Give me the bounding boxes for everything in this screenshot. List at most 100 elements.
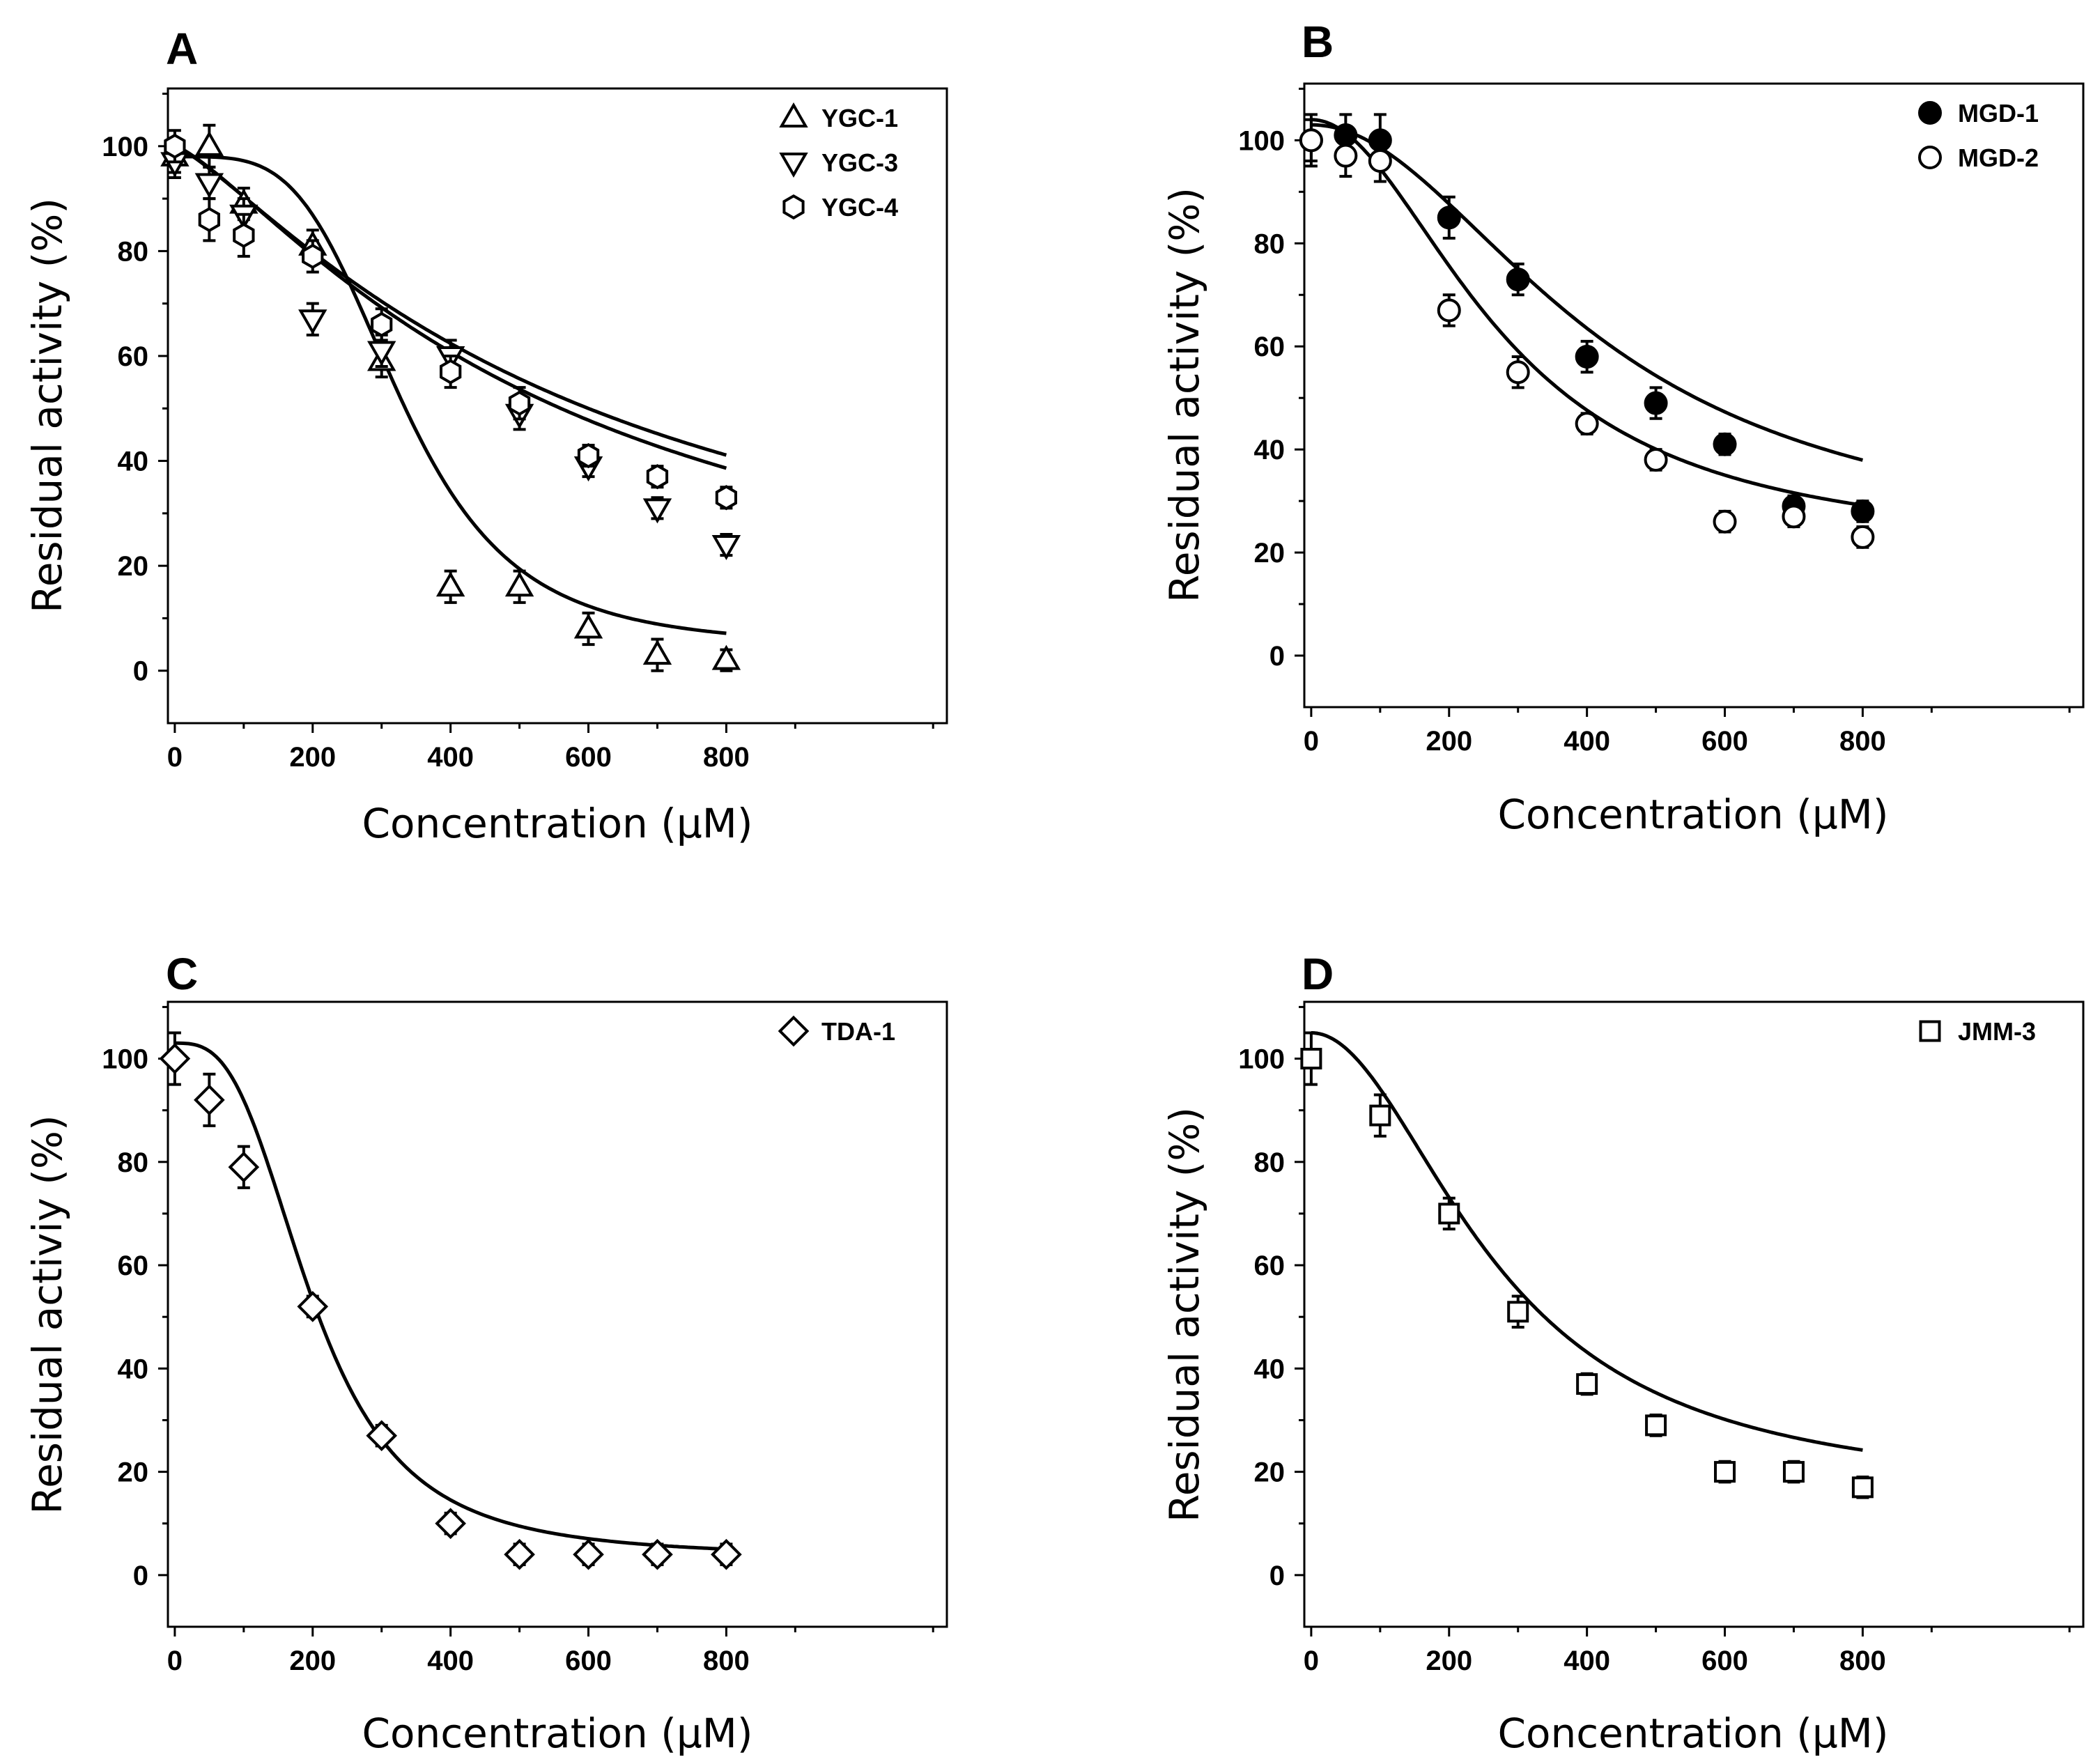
y-tick-label: 80	[118, 1147, 149, 1178]
x-tick-label: 0	[1304, 726, 1319, 757]
x-tick-label: 400	[1564, 1646, 1610, 1676]
legend-label-tda-1: TDA-1	[821, 1017, 895, 1046]
y-tick-label: 20	[118, 1457, 149, 1488]
data-point-tda-1	[435, 1508, 466, 1540]
y-tick-label: 100	[1238, 1044, 1285, 1075]
data-point-ygc-3	[194, 173, 224, 199]
data-point-ygc-1	[573, 613, 603, 639]
x-tick-label: 800	[1839, 1646, 1886, 1676]
legend-marker-mgd-2	[1918, 146, 1942, 169]
data-point-ygc-4	[715, 485, 737, 511]
x-tick-label: 400	[1564, 726, 1610, 757]
panel-c: C 0 200 400 600 800 0 20 40 60 80 100 TDA-1 Concen…	[24, 949, 948, 1757]
y-axis-title-d: Residual activity (%)	[1161, 1107, 1208, 1522]
data-point-ygc-3	[298, 309, 327, 335]
data-point-tda-1	[573, 1538, 604, 1570]
x-tick-label: 200	[1426, 726, 1472, 757]
y-tick-label: 20	[118, 551, 149, 582]
data-point-mgd-1	[1575, 345, 1599, 369]
plot-frame-c	[167, 1000, 948, 1628]
y-tick-label: 60	[118, 341, 149, 372]
y-tick-label: 20	[1254, 1457, 1286, 1488]
legend-label-mgd-2: MGD-2	[1958, 144, 2039, 172]
x-tick-label: 600	[1701, 1646, 1748, 1676]
panel-b: B 0 200 400 600 800 0 20 40 60 80 100 MGD-1 MGD-2 C…	[1161, 17, 2085, 838]
legend-marker-mgd-1	[1918, 101, 1942, 125]
y-tick-label: 40	[1254, 435, 1286, 465]
data-point-ygc-1	[711, 644, 741, 670]
x-tick-label: 600	[565, 742, 612, 773]
data-point-tda-1	[366, 1420, 398, 1452]
data-point-ygc-4	[164, 133, 186, 159]
legend-d: JMM-3	[1919, 1017, 2036, 1046]
data-point-jmm-3	[1782, 1461, 1805, 1483]
data-point-mgd-1	[1644, 391, 1668, 415]
x-tick-label: 0	[1304, 1646, 1319, 1676]
x-tick-label: 800	[703, 742, 750, 773]
panel-letter-d: D	[1302, 949, 1334, 999]
legend-marker-ygc-3	[779, 153, 808, 178]
data-point-mgd-2	[1334, 144, 1358, 168]
x-axis-title-a: Concentration (μM)	[362, 800, 753, 847]
y-tick-label: 0	[133, 1561, 148, 1591]
x-tick-label: 200	[289, 1646, 336, 1676]
x-tick-label: 200	[1426, 1646, 1472, 1676]
legend-c: TDA-1	[778, 1015, 895, 1047]
y-tick-label: 0	[133, 656, 148, 687]
y-tick-label: 40	[1254, 1354, 1286, 1384]
y-tick-label: 60	[1254, 1251, 1286, 1281]
y-tick-label: 0	[1269, 641, 1285, 672]
fit-curve-mgd-2	[1311, 118, 1863, 507]
legend-a: YGC-1 YGC-3 YGC-4	[779, 102, 898, 222]
data-point-ygc-4	[302, 243, 324, 270]
data-point-tda-1	[711, 1538, 742, 1570]
legend-marker-ygc-1	[779, 102, 808, 127]
y-axis-title-c: Residual activiy (%)	[24, 1115, 71, 1514]
fit-curve-tda-1	[174, 1041, 727, 1552]
data-point-tda-1	[504, 1538, 535, 1570]
x-tick-label: 200	[289, 742, 336, 773]
data-point-jmm-3	[1438, 1202, 1460, 1225]
data-point-jmm-3	[1369, 1104, 1391, 1127]
data-point-tda-1	[297, 1291, 329, 1322]
y-tick-label: 80	[1254, 1147, 1286, 1178]
data-point-mgd-2	[1851, 525, 1875, 549]
legend-label-ygc-1: YGC-1	[821, 104, 898, 132]
plot-frame-d	[1303, 1000, 2085, 1628]
panel-letter-b: B	[1302, 17, 1334, 67]
x-axis-title-b: Concentration (μM)	[1498, 791, 1889, 838]
x-tick-label: 800	[1839, 726, 1886, 757]
data-point-ygc-4	[371, 311, 393, 337]
data-point-mgd-2	[1575, 412, 1599, 436]
data-point-mgd-1	[1713, 432, 1737, 456]
plot-frame-b	[1303, 82, 2085, 709]
legend-marker-tda-1	[778, 1015, 810, 1047]
data-point-mgd-1	[1437, 206, 1461, 230]
data-point-tda-1	[642, 1538, 673, 1570]
plot-frame-a	[167, 87, 948, 725]
data-point-ygc-4	[198, 207, 220, 233]
fit-curve-ygc-3	[174, 144, 727, 470]
y-tick-label: 100	[102, 1044, 148, 1075]
y-tick-label: 80	[1254, 229, 1286, 259]
data-point-jmm-3	[1507, 1301, 1529, 1323]
data-point-ygc-3	[367, 341, 396, 366]
x-tick-label: 800	[703, 1646, 750, 1676]
data-point-jmm-3	[1576, 1373, 1598, 1395]
fit-curve-ygc-4	[174, 144, 727, 457]
x-tick-label: 600	[1701, 726, 1748, 757]
legend-label-ygc-3: YGC-3	[821, 148, 898, 177]
data-point-jmm-3	[1851, 1476, 1874, 1499]
data-point-mgd-2	[1782, 504, 1806, 529]
x-tick-label: 400	[427, 1646, 474, 1676]
fit-curve-jmm-3	[1311, 1031, 1863, 1452]
x-tick-label: 0	[167, 742, 183, 773]
legend-marker-ygc-4	[782, 194, 805, 220]
data-point-tda-1	[228, 1151, 260, 1183]
data-point-ygc-3	[642, 498, 672, 524]
y-tick-label: 100	[1238, 125, 1285, 156]
legend-b: MGD-1 MGD-2	[1918, 99, 2039, 172]
x-tick-label: 600	[565, 1646, 612, 1676]
data-point-jmm-3	[1300, 1048, 1322, 1070]
